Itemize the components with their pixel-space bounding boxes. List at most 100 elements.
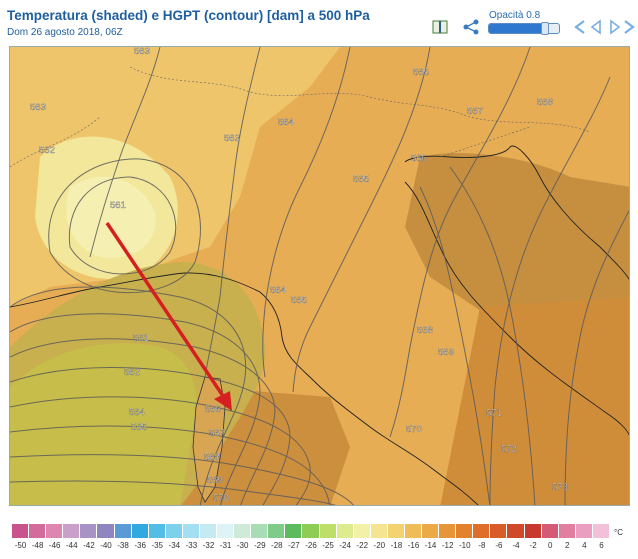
- last-frame-icon[interactable]: [621, 18, 637, 36]
- legend-tick-label: 6: [599, 541, 604, 550]
- contour-label: 563: [30, 102, 46, 113]
- legend-color-swatch: [199, 524, 218, 538]
- legend-tick-label: -18: [390, 541, 403, 550]
- legend-color-swatch: [217, 524, 235, 538]
- share-icon[interactable]: [462, 18, 480, 36]
- legend-color-swatch: [558, 524, 576, 538]
- legend-color-swatch: [370, 524, 388, 538]
- legend-tick-label: -26: [305, 541, 317, 550]
- contour-label: 564: [129, 407, 145, 418]
- legend-tick-label: -2: [529, 541, 537, 550]
- opacity-value: 0.8: [526, 10, 541, 21]
- legend-color-swatch: [404, 524, 423, 538]
- legend-color-swatch: [507, 524, 525, 538]
- legend-color-swatch: [473, 524, 491, 538]
- annotation-arrow: [105, 222, 232, 411]
- legend-tick-label: -30: [236, 541, 249, 550]
- legend-color-swatch: [182, 524, 200, 538]
- legend-color-swatch: [336, 524, 354, 538]
- contour-labels: 563 565 563 567 568 562 563 564 566 565 …: [30, 47, 568, 504]
- legend-color-swatch: [114, 524, 132, 538]
- contour-label: 566: [205, 404, 221, 415]
- next-frame-icon[interactable]: [605, 18, 623, 36]
- cold-core-center: [66, 176, 156, 258]
- legend-tick-label: -50: [14, 541, 27, 550]
- legend-tick-label: 2: [565, 541, 570, 550]
- contour-label: 569: [207, 475, 223, 486]
- legend-color-swatch: [234, 524, 252, 538]
- opacity-label: Opacità 0.8: [489, 10, 541, 21]
- contour-label: 567: [209, 428, 225, 439]
- header: Temperatura (shaded) e HGPT (contour) [d…: [0, 0, 638, 46]
- first-frame-icon[interactable]: [571, 18, 589, 36]
- legend-tick-label: -29: [253, 541, 266, 550]
- legend-tick-label: -6: [495, 541, 503, 550]
- contour-label: 570: [406, 424, 422, 435]
- legend-color-swatch: [285, 524, 303, 538]
- contour-label: 561: [110, 200, 126, 211]
- opacity-slider[interactable]: [488, 22, 560, 35]
- legend-color-swatch: [490, 524, 508, 538]
- contour-label: 565: [131, 422, 147, 433]
- cold-trough-core: [10, 343, 197, 505]
- legend-color-swatch: [131, 524, 149, 538]
- contour-label: 563: [134, 47, 150, 57]
- legend-color-swatch: [422, 524, 440, 538]
- contour-label: 572: [501, 444, 517, 455]
- contour-label: 569: [438, 347, 454, 358]
- geopotential-contours: [10, 47, 629, 505]
- contour-label: 567: [467, 106, 483, 117]
- legend-tick-label: -25: [322, 541, 334, 550]
- legend-tick-label: -8: [478, 541, 486, 550]
- legend-color-swatch: [251, 524, 269, 538]
- contour-label: 568: [417, 325, 433, 336]
- national-borders: [10, 66, 591, 168]
- map-canvas: 563 565 563 567 568 562 563 564 566 565 …: [10, 47, 629, 505]
- legend-color-swatch: [387, 524, 405, 538]
- contour-label: 565: [353, 174, 369, 185]
- legend-tick-label: -24: [339, 541, 351, 550]
- map-title: Temperatura (shaded) e HGPT (contour) [d…: [7, 8, 370, 23]
- legend-tick-label: 4: [582, 541, 587, 550]
- legend-tick-label: -34: [168, 541, 181, 550]
- contour-label: 566: [411, 153, 427, 164]
- legend-tick-label: -14: [424, 541, 437, 550]
- coastlines: [10, 145, 629, 505]
- legend-tick-label: -46: [48, 541, 61, 550]
- legend-tick-label: -35: [151, 541, 163, 550]
- legend-color-swatch: [319, 524, 337, 538]
- legend-tick-label: -44: [66, 541, 78, 550]
- legend-tick-label: -38: [117, 541, 129, 550]
- legend-tick-label: -42: [83, 541, 95, 550]
- contour-label: 564: [278, 117, 294, 128]
- contour-label: 570: [213, 493, 229, 504]
- legend-tick-label: -22: [356, 541, 369, 550]
- legend-tick-label: -33: [185, 541, 198, 550]
- legend-color-swatch: [148, 524, 166, 538]
- weather-map[interactable]: 563 565 563 567 568 562 563 564 566 565 …: [9, 46, 630, 506]
- previous-frame-icon[interactable]: [588, 18, 606, 36]
- legend-color-swatch: [63, 524, 81, 538]
- temperature-legend: -50 -48 -46 -44 -42 -40 -38 -36 -35 -34 -33 -32 -31-…: [12, 524, 622, 554]
- legend-tick-label: -20: [373, 541, 386, 550]
- legend-color-swatch: [541, 524, 559, 538]
- opacity-slider-handle[interactable]: [541, 22, 549, 35]
- legend-tick-label: -31: [219, 541, 232, 550]
- legend-color-swatch: [353, 524, 371, 538]
- contour-label: 565: [291, 295, 307, 306]
- legend-tick-label: -36: [134, 541, 146, 550]
- map-date: Dom 26 agosto 2018, 06Z: [7, 27, 123, 38]
- contour-label: 562: [124, 367, 140, 378]
- legend-color-swatch: [268, 524, 286, 538]
- book-icon[interactable]: [431, 18, 449, 36]
- legend-color-swatch: [592, 524, 610, 538]
- legend-color-swatch: [439, 524, 457, 538]
- legend-tick-label: -40: [100, 541, 112, 550]
- contour-label: 563: [224, 133, 240, 144]
- legend-tick-label: -48: [31, 541, 44, 550]
- warm-region-south: [440, 297, 629, 505]
- legend-color-swatch: [46, 524, 64, 538]
- legend-tick-label: -4: [512, 541, 520, 550]
- contour-label: 571: [486, 408, 502, 419]
- legend-unit: °C: [614, 528, 623, 537]
